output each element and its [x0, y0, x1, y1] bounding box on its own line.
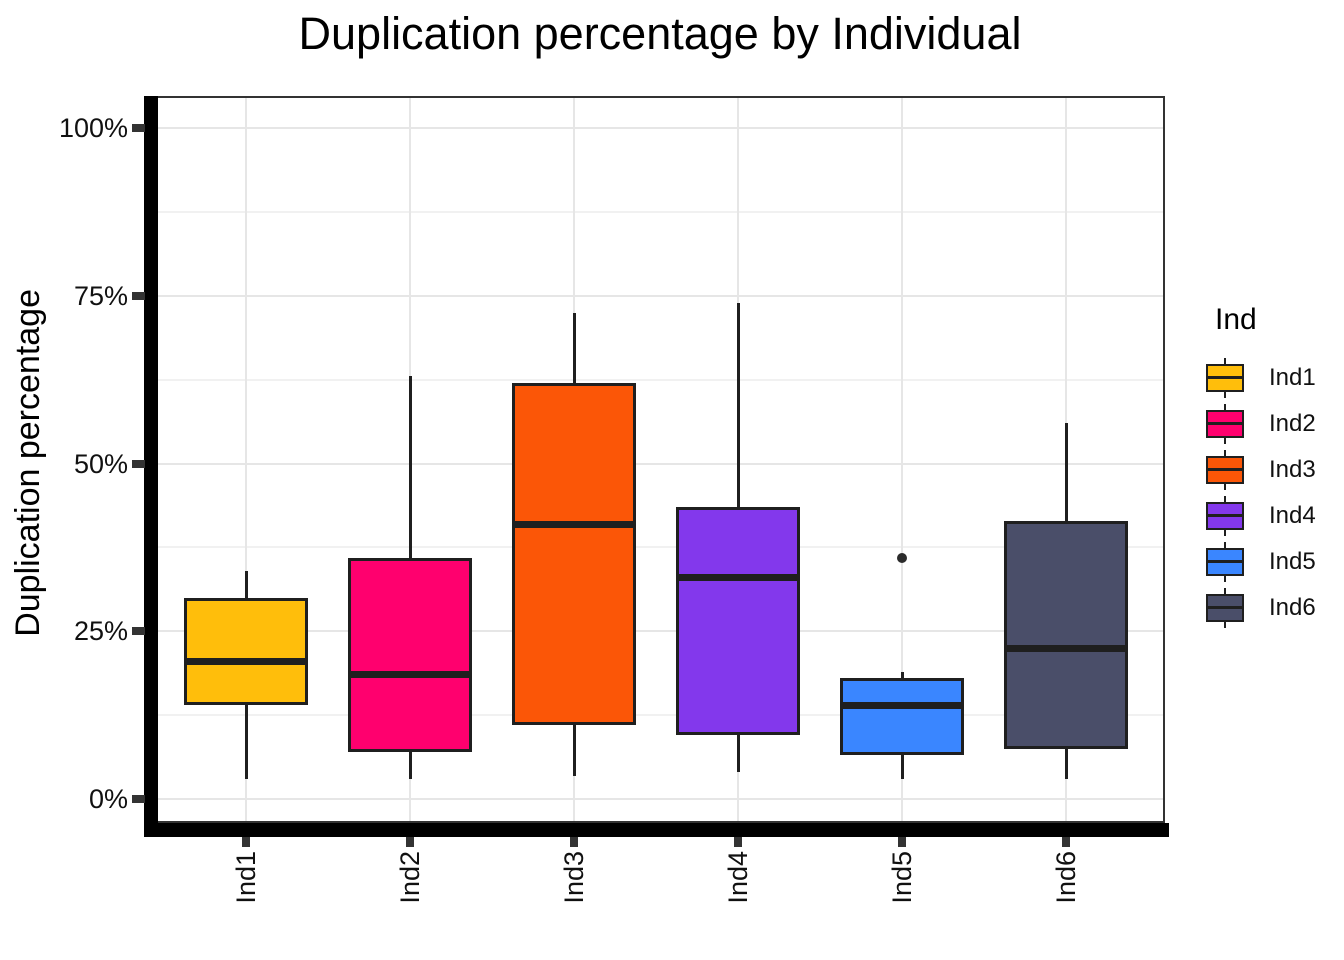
median-line: [840, 701, 965, 709]
upper-whisker: [572, 312, 576, 384]
legend: Ind Ind1 Ind2 Ind3 Ind4 Ind5 Ind6: [1205, 303, 1316, 631]
y-tick-label: 50%: [73, 448, 128, 479]
legend-entry-label: Ind5: [1269, 548, 1316, 575]
legend-entries: Ind1 Ind2 Ind3 Ind4 Ind5 Ind6: [1205, 355, 1316, 631]
x-major-gridline: [901, 96, 904, 823]
boxplot-box: [512, 383, 637, 726]
boxplot-box: [184, 597, 309, 706]
x-major-gridline: [245, 96, 248, 823]
x-tick-label-text: Ind6: [1050, 851, 1081, 904]
legend-entry: Ind6: [1205, 585, 1316, 631]
x-tick-mark: [570, 837, 579, 847]
y-axis-line: [144, 96, 158, 837]
legend-entry: Ind5: [1205, 539, 1316, 585]
chart-title: Duplication percentage by Individual: [298, 8, 1022, 59]
x-tick-mark: [242, 837, 251, 847]
y-tick-label: 25%: [73, 616, 128, 647]
x-tick-label-text: Ind2: [394, 851, 425, 904]
outlier-point: [897, 552, 908, 563]
y-tick-mark: [132, 795, 145, 803]
legend-entry-label: Ind6: [1269, 594, 1316, 621]
median-line: [512, 520, 637, 528]
y-minor-gridline: [148, 211, 1165, 214]
y-tick-mark: [132, 124, 145, 133]
legend-title: Ind: [1215, 303, 1257, 336]
y-major-gridline: [148, 630, 1165, 633]
upper-whisker: [900, 671, 904, 679]
x-tick-mark: [898, 837, 907, 847]
legend-entry: Ind2: [1205, 401, 1316, 447]
legend-key-boxplot-icon: [1205, 401, 1245, 447]
y-major-gridline: [148, 798, 1165, 800]
legend-entry: Ind1: [1205, 355, 1316, 401]
lower-whisker: [408, 752, 412, 779]
x-axis-line: [144, 823, 1169, 837]
y-minor-gridline: [148, 714, 1165, 717]
median-line: [676, 574, 801, 582]
upper-whisker: [244, 570, 248, 598]
upper-whisker: [408, 376, 412, 558]
y-major-gridline: [148, 127, 1165, 130]
x-tick-label: Ind3: [557, 851, 591, 951]
y-tick-label: 100%: [58, 113, 128, 144]
lower-whisker: [900, 755, 904, 779]
y-tick-label: 0%: [88, 784, 128, 814]
x-tick-label-text: Ind1: [230, 851, 261, 904]
median-line: [184, 658, 309, 665]
boxplot-box: [1004, 520, 1129, 749]
x-tick-label: Ind2: [393, 851, 427, 951]
legend-key-boxplot-icon: [1205, 493, 1245, 539]
median-line: [1004, 644, 1129, 652]
y-tick-label: 75%: [73, 280, 128, 311]
legend-entry-label: Ind2: [1269, 410, 1316, 437]
boxplot-box: [840, 678, 965, 756]
legend-entry-label: Ind1: [1269, 364, 1316, 391]
legend-entry: Ind4: [1205, 493, 1316, 539]
boxplot-box: [348, 557, 473, 753]
x-tick-label: Ind5: [885, 851, 919, 951]
legend-key-boxplot-icon: [1205, 539, 1245, 585]
legend-key-boxplot-icon: [1205, 355, 1245, 401]
y-major-gridline: [148, 462, 1165, 465]
legend-key-boxplot-icon: [1205, 447, 1245, 493]
x-tick-label: Ind4: [721, 851, 755, 951]
y-minor-gridline: [148, 546, 1165, 549]
y-tick-mark: [132, 291, 145, 300]
x-tick-label: Ind1: [229, 851, 263, 951]
upper-whisker: [1064, 423, 1068, 521]
y-tick-mark: [132, 627, 145, 636]
y-tick-mark: [132, 459, 145, 468]
lower-whisker: [572, 725, 576, 776]
lower-whisker: [244, 705, 248, 779]
x-tick-label-text: Ind3: [558, 851, 589, 904]
legend-entry-label: Ind3: [1269, 456, 1316, 483]
x-tick-label-text: Ind5: [886, 851, 917, 904]
x-tick-label-text: Ind4: [722, 851, 753, 904]
x-tick-mark: [1062, 837, 1071, 847]
median-line: [348, 671, 473, 679]
boxplot-box: [676, 507, 801, 736]
x-tick-label: Ind6: [1049, 851, 1083, 951]
y-major-gridline: [148, 294, 1165, 297]
legend-entry-label: Ind4: [1269, 502, 1316, 529]
upper-whisker: [736, 302, 740, 508]
legend-key-boxplot-icon: [1205, 585, 1245, 631]
legend-entry: Ind3: [1205, 447, 1316, 493]
lower-whisker: [736, 735, 740, 773]
x-tick-mark: [734, 837, 743, 847]
lower-whisker: [1064, 748, 1068, 779]
x-tick-mark: [406, 837, 415, 847]
y-minor-gridline: [148, 378, 1165, 381]
